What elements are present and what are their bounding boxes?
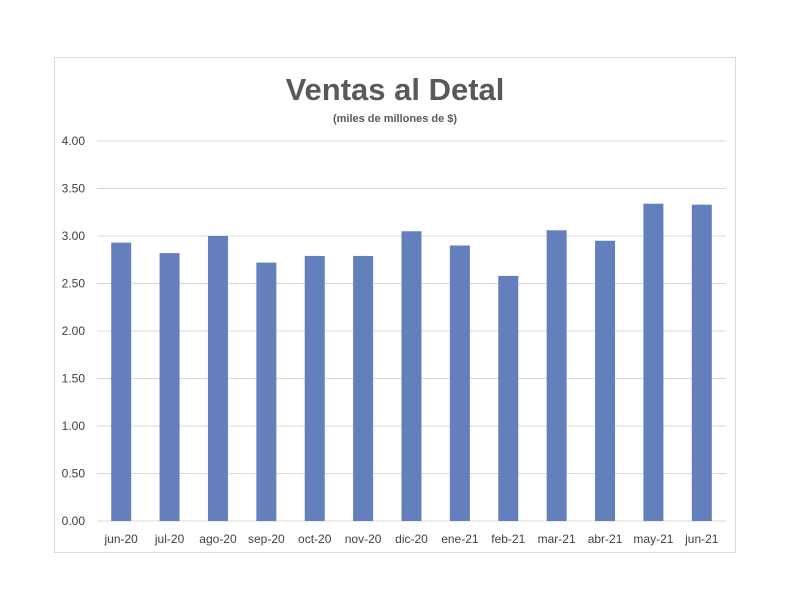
bar [546,230,567,522]
bar-series [111,203,712,522]
bar [401,231,422,521]
y-tick-label: 2.50 [62,277,86,291]
x-tick-label: oct-20 [298,532,332,546]
bar [159,253,180,521]
x-tick-label: sep-20 [248,532,285,546]
x-tick-label: jul-20 [154,532,185,546]
bar [595,240,616,521]
y-tick-label: 0.50 [62,467,86,481]
y-tick-label: 0.00 [62,514,86,528]
y-tick-label: 4.00 [62,134,86,148]
y-tick-label: 3.00 [62,229,86,243]
x-tick-label: may-21 [633,532,673,546]
y-tick-label: 1.00 [62,419,86,433]
x-axis: jun-20 jul-20 ago-20 sep-20 oct-20 nov-20 dic-… [104,532,719,546]
y-tick-label: 2.00 [62,324,86,338]
x-tick-label: jun-20 [104,532,139,546]
y-axis: 0.00 0.50 1.00 1.50 2.00 2.50 3.00 3.50 4.00 [62,134,86,528]
bar [498,275,519,521]
x-tick-label: dic-20 [395,532,428,546]
y-tick-label: 1.50 [62,372,86,386]
x-tick-label: ene-21 [441,532,479,546]
bar [449,245,470,521]
y-tick-label: 3.50 [62,182,86,196]
bar [111,242,132,521]
chart-subtitle: (miles de millones de $) [333,113,457,125]
bar [353,255,374,521]
bar [643,203,664,521]
bar [304,255,325,521]
chart-title: Ventas al Detal [286,72,505,107]
x-tick-label: mar-21 [538,532,576,546]
bar [256,262,277,521]
x-tick-label: jun-21 [684,532,719,546]
bar [207,236,228,521]
bar [691,204,712,521]
x-tick-label: abr-21 [588,532,623,546]
x-tick-label: ago-20 [199,532,237,546]
x-tick-label: nov-20 [345,532,382,546]
x-tick-label: feb-21 [491,532,525,546]
